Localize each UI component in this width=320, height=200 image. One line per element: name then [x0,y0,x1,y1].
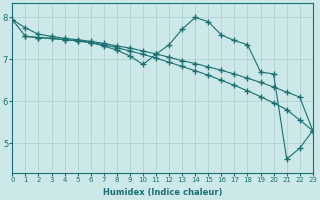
X-axis label: Humidex (Indice chaleur): Humidex (Indice chaleur) [103,188,222,197]
